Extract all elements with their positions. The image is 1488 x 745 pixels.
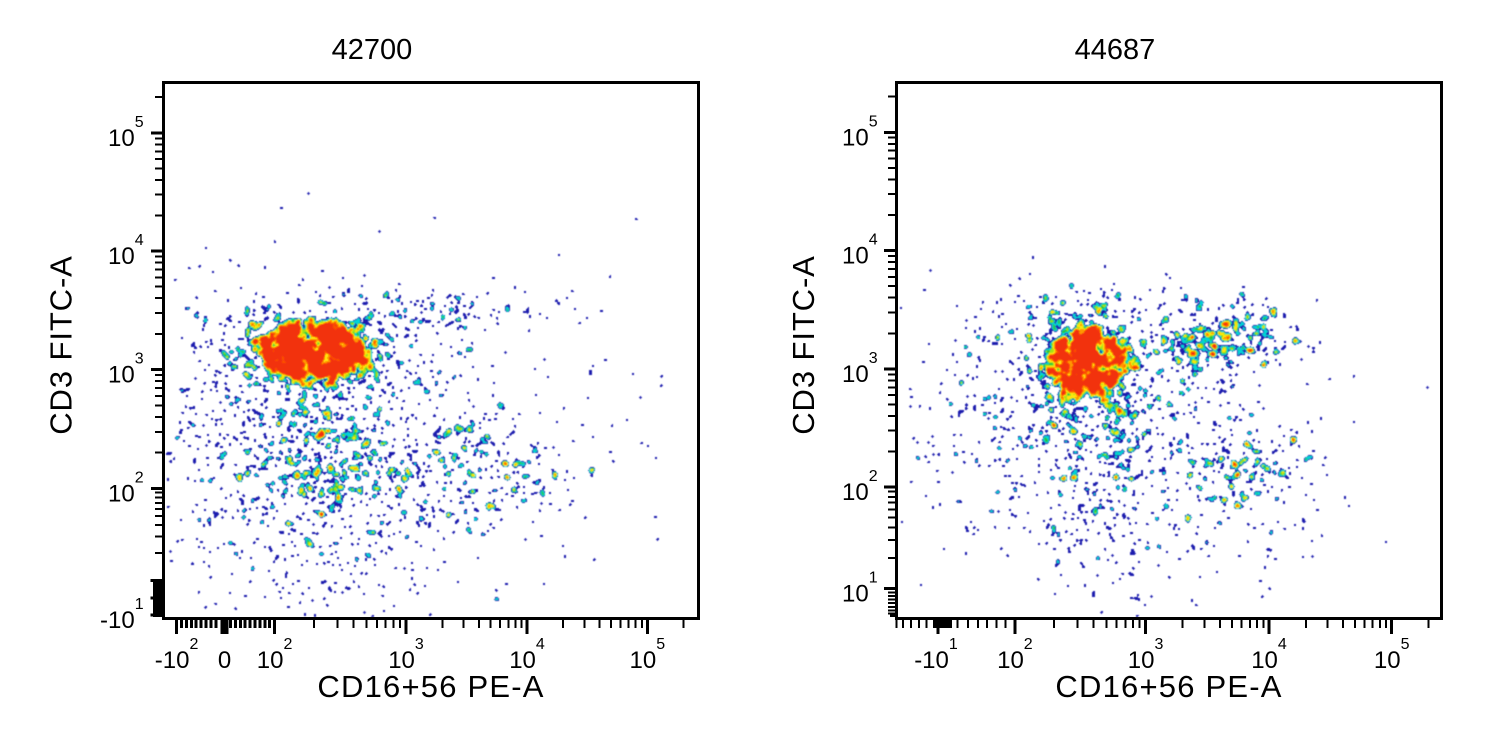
svg-text:CD16+56 PE-A: CD16+56 PE-A [1055,669,1282,704]
svg-text:0: 0 [218,647,231,674]
svg-text:42700: 42700 [332,34,413,66]
svg-text:CD16+56 PE-A: CD16+56 PE-A [317,669,544,704]
svg-text:44687: 44687 [1075,34,1156,66]
svg-text:CD3 FITC-A: CD3 FITC-A [786,255,821,435]
svg-text:CD3 FITC-A: CD3 FITC-A [44,255,79,435]
